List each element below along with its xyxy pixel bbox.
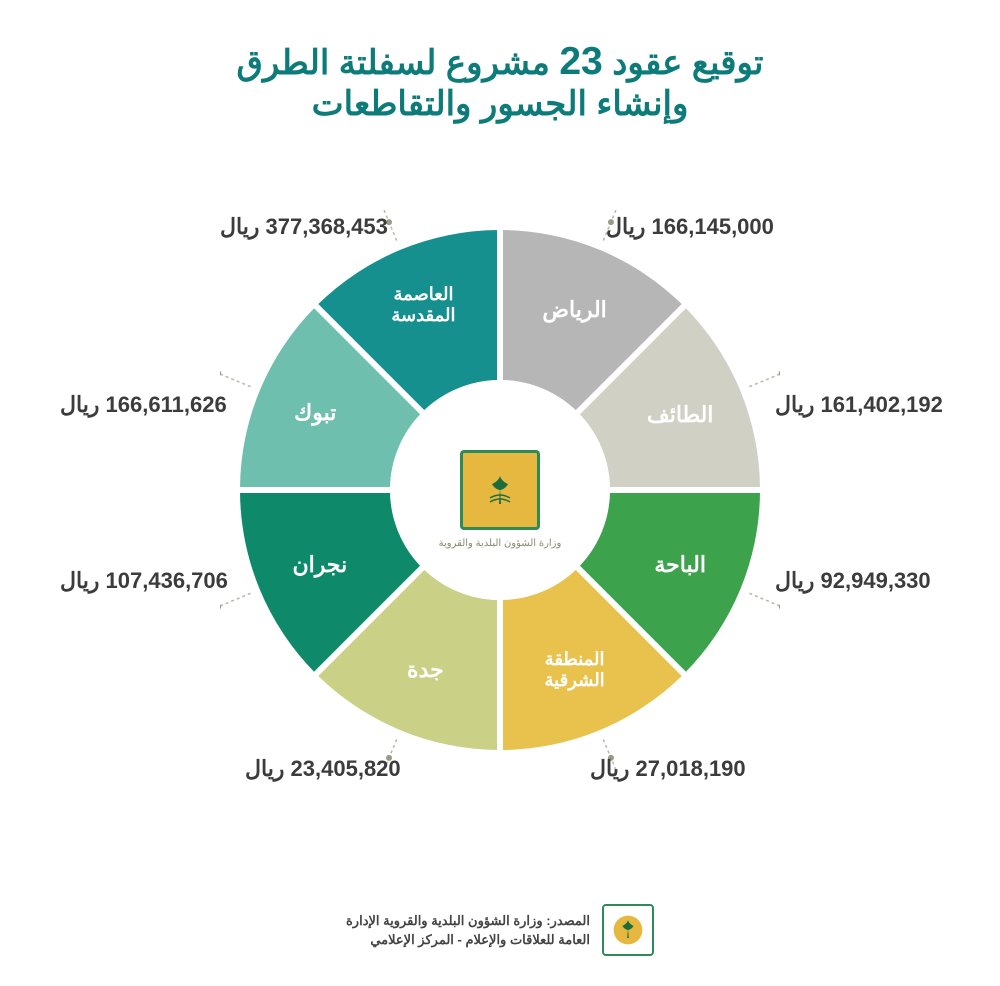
title-post: مشروع لسفلتة الطرق xyxy=(236,44,549,82)
callout-dot xyxy=(779,604,780,610)
callout-dot xyxy=(779,370,780,376)
slice-value: 377,368,453 ريال xyxy=(220,214,388,240)
slice-value: 27,018,190 ريال xyxy=(590,756,746,782)
footer-logo xyxy=(602,904,654,956)
slice-value: 166,611,626 ريال xyxy=(60,392,227,418)
slice-value: 92,949,330 ريال xyxy=(775,568,931,594)
donut-chart: وزارة الشؤون البلدية والقروية تبوكالعاصم… xyxy=(220,210,780,770)
callout-line xyxy=(749,360,780,387)
emblem-icon xyxy=(480,470,520,510)
slice-value: 166,145,000 ريال xyxy=(606,214,774,240)
callout-line xyxy=(220,593,251,620)
slice-value: 161,402,192 ريال xyxy=(775,392,943,418)
callout-dot xyxy=(220,604,221,610)
emblem-icon xyxy=(612,914,644,946)
footer-line-1: المصدر: وزارة الشؤون البلدية والقروية ال… xyxy=(346,911,590,931)
page-title: توقيع عقود 23 مشروع لسفلتة الطرق وإنشاء … xyxy=(0,0,1000,124)
callout-line xyxy=(220,360,251,387)
title-pre: توقيع عقود xyxy=(612,44,763,82)
title-number: 23 xyxy=(559,40,602,83)
footer: المصدر: وزارة الشؤون البلدية والقروية ال… xyxy=(346,904,654,956)
callout-dot xyxy=(220,370,221,376)
callout-line xyxy=(749,593,780,620)
ministry-logo xyxy=(460,450,540,530)
footer-source-text: المصدر: وزارة الشؤون البلدية والقروية ال… xyxy=(346,911,590,950)
slice-value: 23,405,820 ريال xyxy=(245,756,401,782)
center-caption: وزارة الشؤون البلدية والقروية xyxy=(439,538,562,549)
slice-value: 107,436,706 ريال xyxy=(60,568,228,594)
footer-line-2: العامة للعلاقات والإعلام - المركز الإعلا… xyxy=(346,930,590,950)
